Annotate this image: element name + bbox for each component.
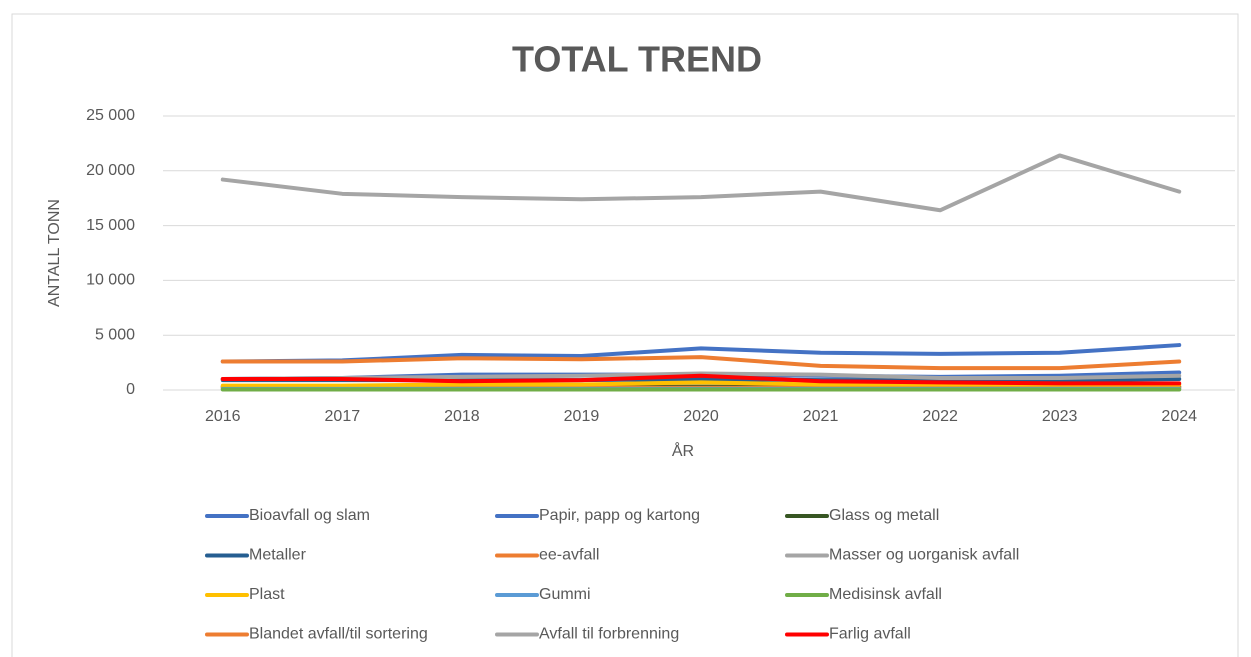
x-tick-label: 2016: [205, 408, 241, 425]
x-tick-label: 2022: [922, 408, 958, 425]
y-tick-label: 20 000: [86, 162, 135, 179]
legend-label: Plast: [249, 586, 285, 603]
legend-label: Metaller: [249, 547, 307, 564]
y-tick-label: 25 000: [86, 107, 135, 124]
legend-label: ee-avfall: [539, 547, 599, 564]
x-tick-label: 2019: [564, 408, 600, 425]
series-line: [220, 373, 1182, 386]
chart-title: TOTAL TREND: [512, 39, 762, 80]
legend-label: Blandet avfall/til sortering: [249, 626, 428, 643]
x-tick-label: 2023: [1042, 408, 1078, 425]
legend-label: Farlig avfall: [829, 626, 911, 643]
legend-label: Avfall til forbrenning: [539, 626, 679, 643]
legend-label: Gummi: [539, 586, 591, 603]
y-tick-label: 10 000: [86, 272, 135, 289]
y-tick-label: 15 000: [86, 217, 135, 234]
series-line: [220, 371, 1182, 382]
legend-label: Glass og metall: [829, 507, 939, 524]
legend-label: Bioavfall og slam: [249, 507, 370, 524]
x-tick-label: 2017: [325, 408, 361, 425]
x-tick-label: 2018: [444, 408, 480, 425]
x-tick-label: 2024: [1161, 408, 1197, 425]
legend-label: Medisinsk avfall: [829, 586, 942, 603]
series-line: [220, 153, 1182, 213]
legend-label: Papir, papp og kartong: [539, 507, 700, 524]
x-tick-label: 2020: [683, 408, 719, 425]
y-axis-label: ANTALL TONN: [46, 199, 63, 307]
legend-label: Masser og uorganisk avfall: [829, 547, 1019, 564]
y-tick-label: 0: [126, 381, 135, 398]
y-tick-label: 5 000: [95, 326, 135, 343]
x-tick-label: 2021: [803, 408, 839, 425]
series-line: [220, 355, 1182, 371]
x-axis-label: ÅR: [672, 441, 694, 460]
